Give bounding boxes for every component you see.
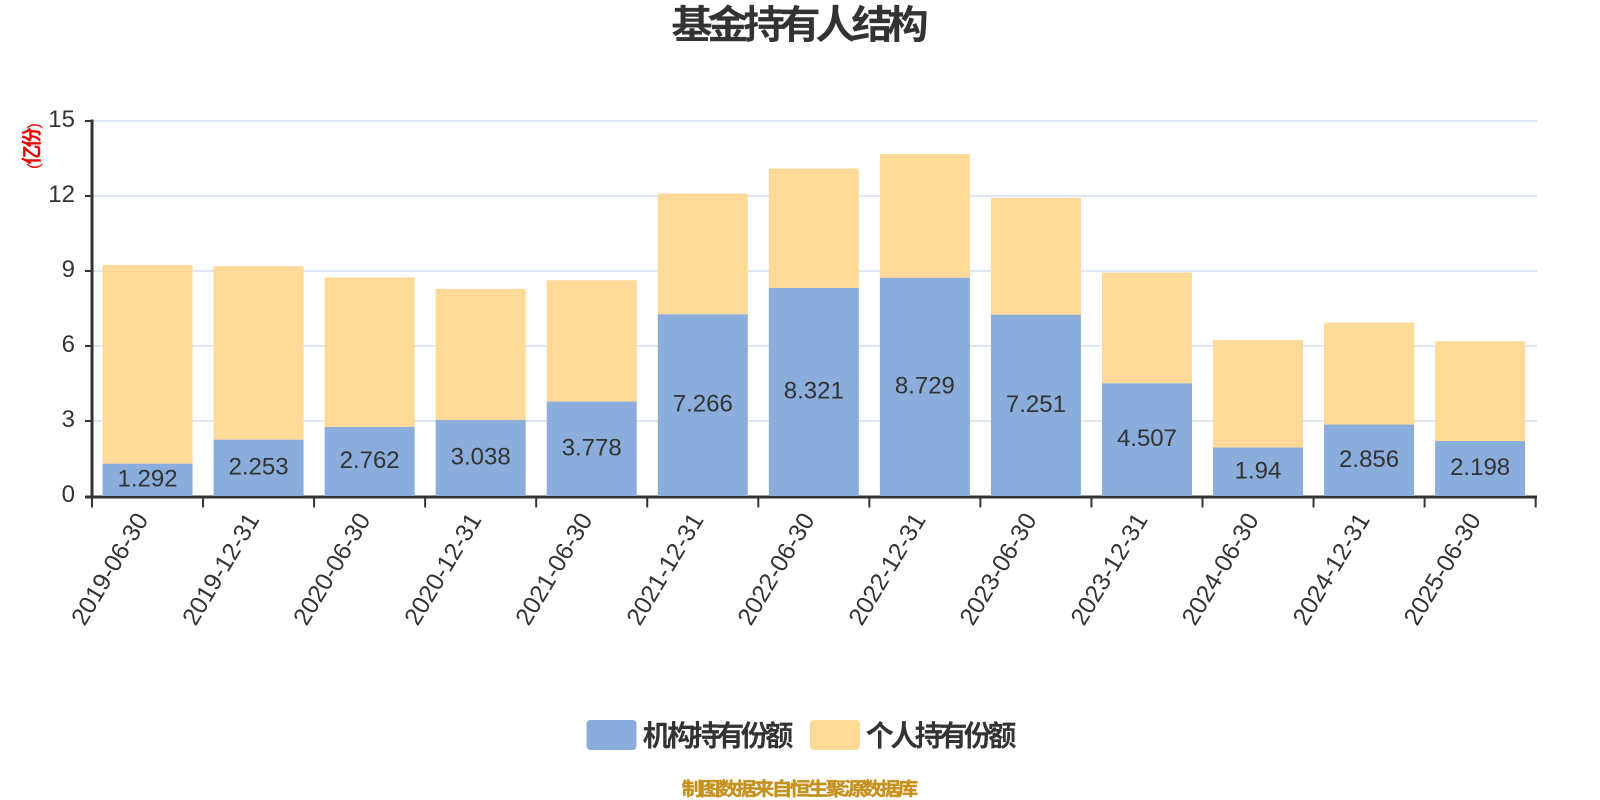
svg-text:): ) <box>24 123 43 129</box>
svg-text:1.292: 1.292 <box>117 465 177 492</box>
svg-text:3.778: 3.778 <box>562 434 622 461</box>
svg-text:6: 6 <box>62 331 75 358</box>
svg-text:7.251: 7.251 <box>1006 391 1066 418</box>
svg-text:8.729: 8.729 <box>895 372 955 399</box>
svg-text:3.038: 3.038 <box>451 444 511 471</box>
svg-text:7.266: 7.266 <box>673 391 733 418</box>
svg-text:9: 9 <box>62 256 75 283</box>
svg-text:2.253: 2.253 <box>229 453 289 480</box>
svg-text:3: 3 <box>62 406 75 433</box>
svg-text:15: 15 <box>48 106 75 133</box>
svg-text:1.94: 1.94 <box>1235 457 1282 484</box>
svg-text:2.856: 2.856 <box>1339 446 1399 473</box>
svg-text:12: 12 <box>48 181 75 208</box>
svg-text:8.321: 8.321 <box>784 377 844 404</box>
svg-text:2.762: 2.762 <box>340 447 400 474</box>
svg-text:4.507: 4.507 <box>1117 425 1177 452</box>
svg-text:2.198: 2.198 <box>1450 454 1510 481</box>
svg-text:(: ( <box>24 163 43 169</box>
svg-text:0: 0 <box>62 481 75 508</box>
